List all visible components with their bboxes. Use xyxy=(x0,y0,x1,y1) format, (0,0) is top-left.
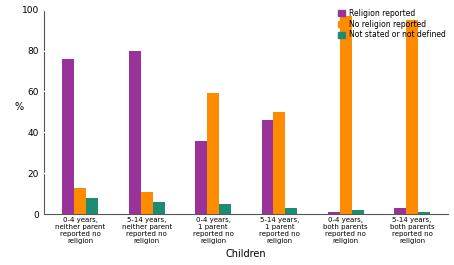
Legend: Religion reported, No religion reported, Not stated or not defined: Religion reported, No religion reported,… xyxy=(335,6,449,42)
Bar xyxy=(328,212,340,214)
X-axis label: Children: Children xyxy=(226,249,266,259)
Bar xyxy=(195,140,207,214)
Bar xyxy=(273,112,286,214)
Y-axis label: %: % xyxy=(15,102,24,112)
Bar xyxy=(207,94,219,214)
Bar xyxy=(418,212,430,214)
Bar xyxy=(129,51,141,214)
Bar xyxy=(86,198,99,214)
Bar xyxy=(262,120,273,214)
Bar xyxy=(219,204,231,214)
Bar xyxy=(394,208,406,214)
Bar xyxy=(352,210,364,214)
Bar xyxy=(141,192,153,214)
Bar xyxy=(74,188,86,214)
Bar xyxy=(63,59,74,214)
Bar xyxy=(340,16,352,214)
Bar xyxy=(286,208,297,214)
Bar xyxy=(153,202,165,214)
Bar xyxy=(406,20,418,214)
